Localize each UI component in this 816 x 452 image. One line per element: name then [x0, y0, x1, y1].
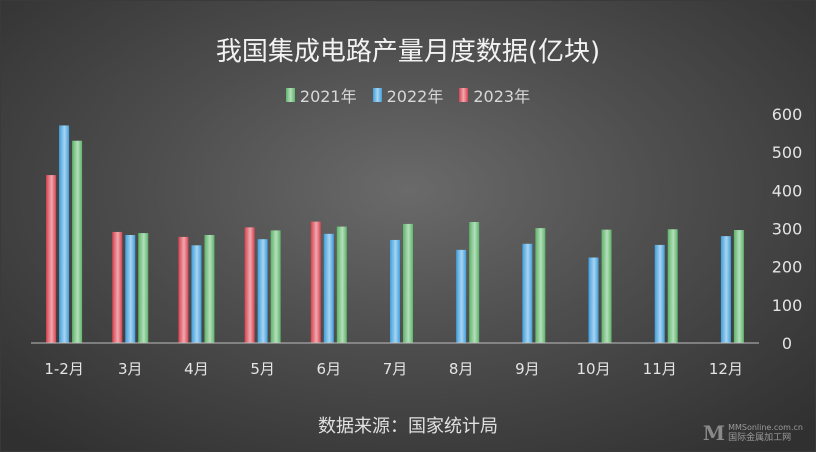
legend-label: 2023年	[473, 87, 531, 106]
watermark-logo: M	[702, 421, 726, 445]
y-tick-label: 600	[772, 105, 803, 124]
legend-label: 2021年	[299, 87, 357, 106]
bar-2022年-10月	[588, 257, 599, 343]
bar-2021年-8月	[469, 222, 480, 343]
y-tick-label: 100	[772, 296, 803, 315]
bar-2022年-9月	[522, 243, 533, 343]
bar-2022年-3月	[125, 234, 136, 343]
y-tick-label: 0	[782, 334, 792, 353]
watermark-text: MMSonline.com.cn 国际金属加工网	[728, 423, 803, 443]
legend-swatch	[372, 88, 382, 102]
bar-2021年-4月	[204, 234, 215, 343]
x-tick-label: 10月	[576, 360, 610, 378]
bar-2022年-6月	[323, 233, 334, 343]
legend-swatch	[459, 88, 469, 102]
watermark: M MMSonline.com.cn 国际金属加工网	[703, 421, 803, 445]
x-tick-label: 1-2月	[44, 360, 84, 378]
source-note: 数据来源：国家统计局	[318, 416, 498, 437]
y-tick-label: 400	[772, 181, 803, 200]
bar-2021年-11月	[667, 229, 678, 343]
x-tick-label: 5月	[250, 360, 275, 378]
bar-2021年-9月	[535, 228, 546, 343]
bar-2021年-7月	[403, 223, 413, 343]
bar-2021年-12月	[733, 230, 744, 343]
watermark-site: MMSonline.com.cn	[728, 423, 803, 432]
x-tick-label: 12月	[709, 360, 743, 378]
x-tick-label: 9月	[515, 360, 540, 378]
bar-2022年-1-2月	[59, 125, 70, 343]
legend-item: 2023年	[459, 83, 530, 107]
y-tick-label: 500	[772, 143, 803, 162]
watermark-name: 国际金属加工网	[728, 433, 792, 443]
legend-item: 2022年	[372, 83, 444, 107]
bar-2022年-5月	[257, 239, 268, 343]
legend-swatch	[285, 88, 295, 102]
y-tick-label: 300	[772, 220, 803, 239]
bar-2021年-6月	[336, 226, 347, 343]
legend-label: 2022年	[386, 87, 444, 106]
axis-layer: 1-2月 3月 4月 5月 6月 7月 8月 9月 10月 11月 12月 0 100 200 300 400…	[31, 105, 802, 378]
bar-2023年-4月	[178, 236, 189, 343]
bar-2022年-12月	[720, 236, 731, 343]
chart-legend: 2021年 2022年 2023年	[1, 83, 815, 107]
x-tick-label: 11月	[643, 360, 677, 378]
bar-2022年-7月	[390, 239, 400, 343]
bar-2022年-8月	[456, 249, 467, 343]
x-tick-label: 3月	[118, 360, 143, 378]
x-tick-label: 8月	[449, 360, 474, 378]
bar-2021年-1-2月	[72, 140, 83, 343]
bar-2022年-4月	[191, 245, 202, 343]
x-tick-label: 4月	[184, 360, 209, 378]
x-tick-label: 6月	[317, 360, 342, 378]
x-tick-label: 7月	[383, 360, 408, 378]
legend-item: 2021年	[285, 83, 357, 107]
bar-2023年-1-2月	[46, 175, 57, 343]
bar-2022年-11月	[654, 244, 665, 343]
bar-2023年-3月	[112, 231, 123, 343]
bar-2021年-10月	[601, 229, 612, 343]
bar-2021年-5月	[270, 230, 281, 343]
y-tick-label: 200	[772, 258, 803, 277]
chart-title: 我国集成电路产量月度数据(亿块)	[215, 37, 601, 67]
bar-2023年-6月	[310, 221, 321, 343]
bar-2021年-3月	[138, 233, 149, 343]
bar-2023年-5月	[244, 227, 255, 343]
bars-layer	[46, 125, 744, 343]
